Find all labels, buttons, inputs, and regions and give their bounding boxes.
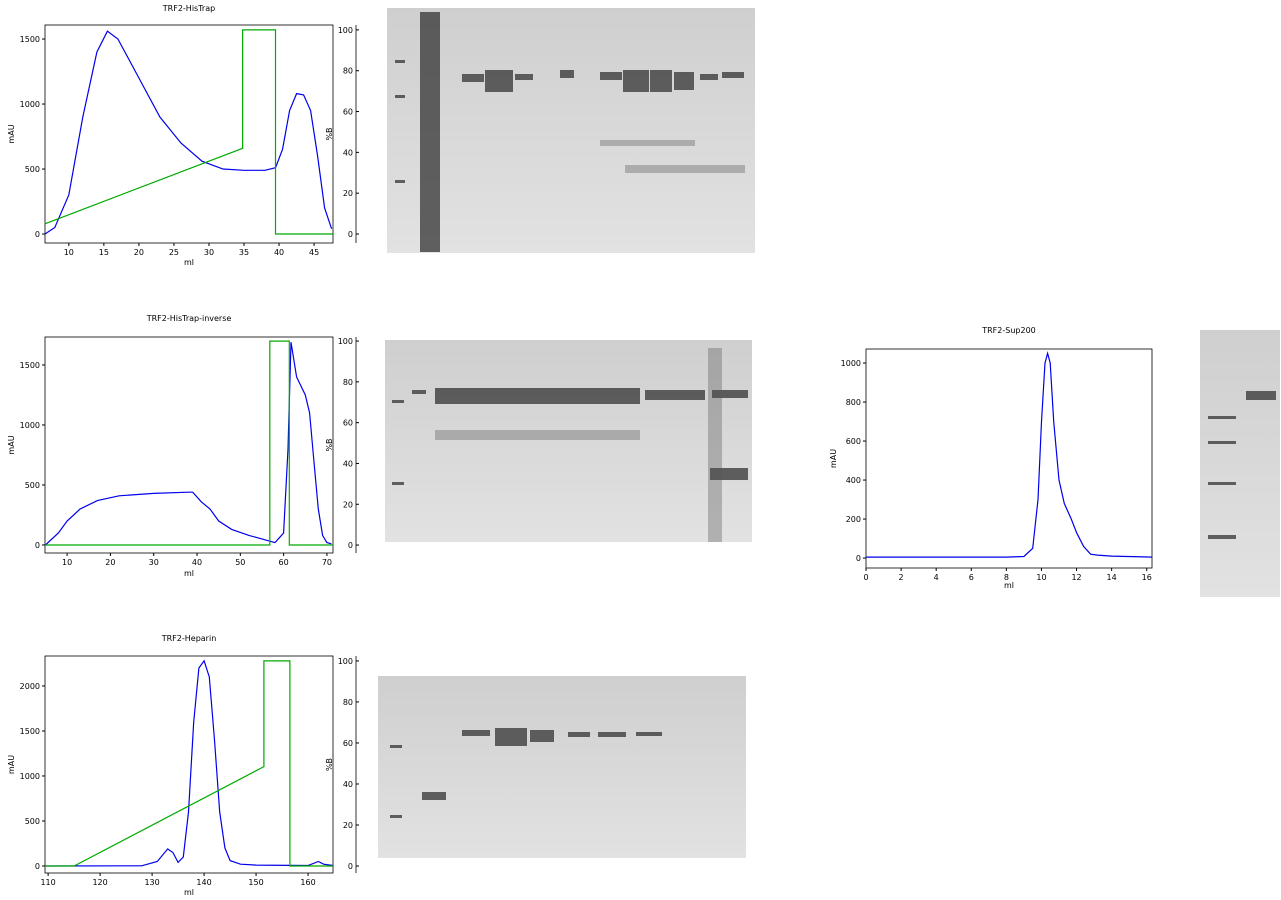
y2-tick-label: 40: [343, 459, 353, 468]
x-tick-label: 20: [105, 558, 115, 567]
y-axis-label: mAU: [7, 435, 16, 454]
y2-tick-label: 80: [343, 698, 353, 707]
x-tick-label: 160: [300, 878, 315, 887]
x-tick-label: 35: [239, 248, 249, 257]
y2-tick-label: 80: [343, 378, 353, 387]
x-tick-label: 0: [863, 573, 868, 582]
y-tick-label: 1500: [20, 35, 40, 44]
y2-axis-label: %B: [325, 438, 334, 451]
y-tick-label: 1500: [20, 361, 40, 370]
chart-title: TRF2-Heparin: [161, 634, 217, 643]
y2-tick-label: 40: [343, 148, 353, 157]
x-tick-label: 30: [204, 248, 214, 257]
chart-title: TRF2-HisTrap: [162, 4, 215, 13]
y2-tick-label: 40: [343, 780, 353, 789]
x-tick-label: 45: [309, 248, 319, 257]
x-axis-label: ml: [1004, 581, 1014, 590]
series-line: [866, 350, 1153, 558]
x-tick-label: 60: [279, 558, 289, 567]
x-tick-label: 40: [274, 248, 284, 257]
x-tick-label: 130: [144, 878, 159, 887]
y-tick-label: 1500: [20, 727, 40, 736]
y-tick-label: 600: [846, 437, 861, 446]
x-axis-label: ml: [184, 258, 194, 267]
chart-title: TRF2-HisTrap-inverse: [146, 314, 232, 323]
x-tick-label: 8: [1004, 573, 1009, 582]
x-tick-label: 10: [62, 558, 72, 567]
x-tick-label: 10: [64, 248, 74, 257]
y-axis-label: mAU: [7, 124, 16, 143]
y-tick-label: 1000: [841, 359, 861, 368]
y2-tick-label: 80: [343, 67, 353, 76]
y-tick-label: 800: [846, 398, 861, 407]
series-line: [44, 30, 333, 235]
y2-tick-label: 20: [343, 500, 353, 509]
series-line: [44, 342, 332, 546]
x-tick-label: 150: [248, 878, 263, 887]
gel-4: [1200, 330, 1280, 597]
y2-axis-label: %B: [325, 127, 334, 140]
x-tick-label: 25: [169, 248, 179, 257]
x-tick-label: 20: [134, 248, 144, 257]
y-tick-label: 0: [35, 230, 40, 239]
gel-1: [387, 8, 755, 253]
x-tick-label: 120: [92, 878, 107, 887]
x-tick-label: 50: [235, 558, 245, 567]
plot-frame: [44, 24, 334, 244]
x-tick-label: 16: [1142, 573, 1152, 582]
y2-tick-label: 100: [338, 657, 353, 666]
y2-tick-label: 60: [343, 108, 353, 117]
y-axis-label: mAU: [7, 755, 16, 774]
y2-tick-label: 0: [348, 862, 353, 871]
plot-frame: [44, 655, 334, 874]
series-line: [45, 660, 333, 867]
y2-axis-label: %B: [325, 758, 334, 771]
y-tick-label: 1000: [20, 772, 40, 781]
x-tick-label: 10: [1036, 573, 1046, 582]
series-line: [45, 340, 333, 546]
x-axis-label: ml: [184, 569, 194, 578]
y2-tick-label: 100: [338, 26, 353, 35]
x-tick-label: 15: [99, 248, 109, 257]
x-tick-label: 70: [322, 558, 332, 567]
y2-tick-label: 0: [348, 230, 353, 239]
y-tick-label: 500: [25, 481, 40, 490]
y-tick-label: 0: [856, 554, 861, 563]
y-tick-label: 200: [846, 515, 861, 524]
y2-tick-label: 60: [343, 739, 353, 748]
y-tick-label: 500: [25, 817, 40, 826]
x-tick-label: 110: [40, 878, 55, 887]
series-line: [44, 29, 333, 235]
y-tick-label: 0: [35, 541, 40, 550]
x-tick-label: 2: [899, 573, 904, 582]
y2-tick-label: 60: [343, 419, 353, 428]
x-tick-label: 6: [969, 573, 974, 582]
y-axis-label: mAU: [829, 449, 838, 468]
gel-3: [378, 676, 746, 858]
x-tick-label: 40: [192, 558, 202, 567]
y2-tick-label: 20: [343, 189, 353, 198]
x-tick-label: 30: [149, 558, 159, 567]
y2-tick-label: 100: [338, 337, 353, 346]
y-tick-label: 400: [846, 476, 861, 485]
y-tick-label: 0: [35, 862, 40, 871]
x-axis-label: ml: [184, 888, 194, 897]
y-tick-label: 2000: [20, 682, 40, 691]
y-tick-label: 1000: [20, 421, 40, 430]
y2-tick-label: 0: [348, 541, 353, 550]
x-tick-label: 14: [1107, 573, 1117, 582]
gel-2: [385, 340, 752, 542]
x-tick-label: 12: [1071, 573, 1081, 582]
plot-frame: [865, 348, 1153, 569]
y-tick-label: 1000: [20, 100, 40, 109]
series-line: [44, 659, 334, 867]
x-tick-label: 140: [196, 878, 211, 887]
chart-title: TRF2-Sup200: [981, 326, 1036, 335]
y2-tick-label: 20: [343, 821, 353, 830]
x-tick-label: 4: [934, 573, 939, 582]
y-tick-label: 500: [25, 165, 40, 174]
plot-frame: [44, 336, 334, 554]
